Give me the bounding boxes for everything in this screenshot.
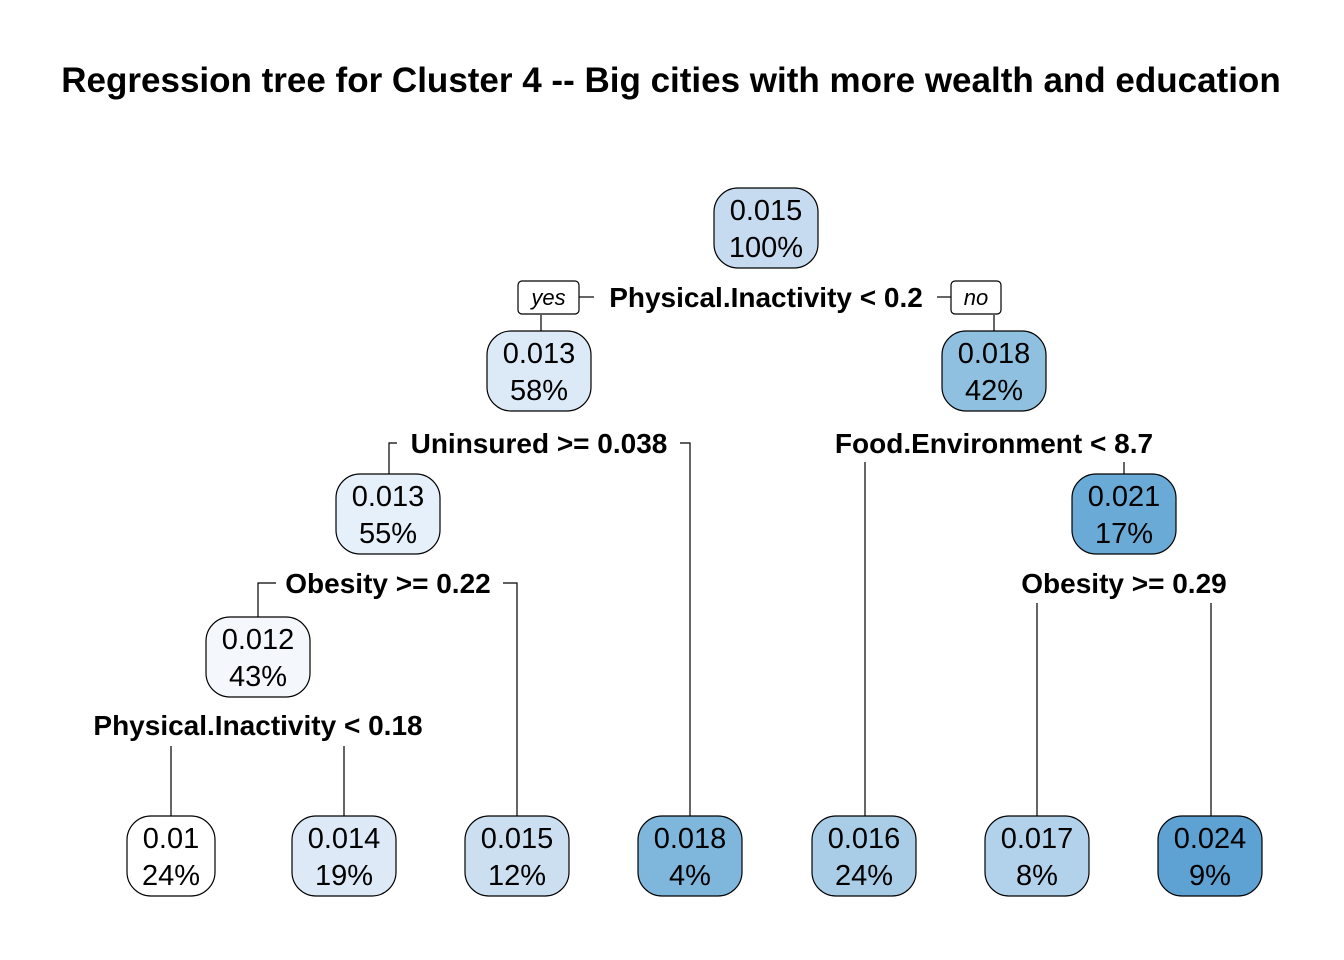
node-percent: 100% [729,232,803,264]
node-percent: 24% [835,860,893,892]
node-percent: 42% [965,375,1023,407]
branch-tag-label: no [964,285,988,310]
node-percent: 12% [488,860,546,892]
node-box [1157,815,1263,897]
node-box [126,815,216,897]
tree-node: 0.01 24% [126,815,216,897]
branch-tag-no: no [950,280,1002,315]
node-value: 0.018 [654,823,727,855]
node-percent: 4% [669,860,711,892]
tree-edge [680,442,691,816]
node-value: 0.013 [352,481,425,513]
node-percent: 58% [510,375,568,407]
tree-node: 0.017 8% [984,815,1090,897]
node-box [984,815,1090,897]
tree-node: 0.013 58% [486,330,592,412]
branch-tag-yes: yes [517,280,580,315]
tree-node: 0.015 12% [464,815,570,897]
branch-tag-box [950,280,1002,315]
split-label: Physical.Inactivity < 0.2 [609,282,923,313]
diagram-title: Regression tree for Cluster 4 -- Big cit… [61,61,1280,100]
node-value: 0.014 [308,823,381,855]
node-percent: 55% [359,518,417,550]
node-box [205,616,311,698]
node-value: 0.017 [1001,823,1074,855]
tree-edges [170,296,1212,816]
node-box [291,815,397,897]
node-value: 0.015 [481,823,554,855]
tree-node: 0.018 42% [941,330,1047,412]
tree-split-labels: Physical.Inactivity < 0.2 Uninsured >= 0.… [93,282,1226,741]
node-percent: 8% [1016,860,1058,892]
node-box [713,187,819,269]
branch-tags: yes no [517,280,1002,315]
node-value: 0.012 [222,624,295,656]
node-value: 0.021 [1088,481,1161,513]
node-box [1071,473,1177,555]
tree-node: 0.018 4% [637,815,743,897]
branch-tag-box [517,280,580,315]
tree-node: 0.014 19% [291,815,397,897]
tree-edge [257,582,276,617]
node-percent: 43% [229,661,287,693]
split-label: Uninsured >= 0.038 [411,428,668,459]
branch-tag-label: yes [529,285,565,310]
node-value: 0.015 [730,195,803,227]
node-value: 0.013 [503,338,576,370]
node-box [464,815,570,897]
split-label: Obesity >= 0.29 [1021,568,1226,599]
node-value: 0.01 [143,823,199,855]
split-label: Physical.Inactivity < 0.18 [93,710,422,741]
tree-node: 0.013 55% [335,473,441,555]
tree-edge [388,442,397,474]
node-box [811,815,917,897]
tree-node: 0.016 24% [811,815,917,897]
node-box [941,330,1047,412]
tree-nodes: 0.015 100% 0.013 58% 0.018 42% 0.013 55% 0.021 17… [126,187,1263,897]
node-percent: 9% [1189,860,1231,892]
tree-node: 0.012 43% [205,616,311,698]
node-box [486,330,592,412]
tree-edge [503,582,518,816]
node-percent: 24% [142,860,200,892]
node-value: 0.018 [958,338,1031,370]
node-percent: 17% [1095,518,1153,550]
tree-node: 0.024 9% [1157,815,1263,897]
tree-node: 0.021 17% [1071,473,1177,555]
split-label: Food.Environment < 8.7 [835,428,1153,459]
split-label: Obesity >= 0.22 [285,568,490,599]
node-box [335,473,441,555]
node-value: 0.024 [1174,823,1247,855]
node-percent: 19% [315,860,373,892]
node-value: 0.016 [828,823,901,855]
node-box [637,815,743,897]
tree-node: 0.015 100% [713,187,819,269]
